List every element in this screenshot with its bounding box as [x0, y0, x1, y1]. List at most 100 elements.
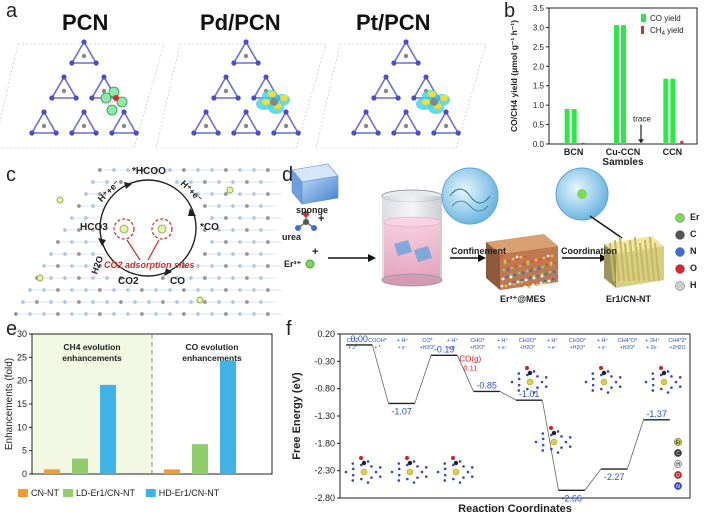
- lattice-1: [155, 39, 327, 149]
- y-axis-label: Enhancements (fold): [4, 358, 15, 450]
- er-site-1: [119, 224, 129, 234]
- label-confinement: Confinement: [451, 246, 506, 256]
- legend-f-label: N: [676, 484, 680, 490]
- legend-f-swatch: [674, 449, 682, 457]
- step-label-top: COOH*: [368, 338, 388, 344]
- bar-LD-Er1/CN-NT: [72, 458, 88, 474]
- step-label-sub: + e⁻: [448, 345, 458, 351]
- step-label-top: CH3O*: [569, 338, 587, 344]
- label-co-star: *CO: [200, 222, 219, 233]
- bar-LD-Er1/CN-NT: [192, 444, 208, 474]
- sites-pointer-1: [126, 239, 141, 261]
- category-label: CCN: [663, 147, 683, 157]
- ytick-label: 3.5: [533, 4, 545, 13]
- bar-co: [670, 78, 676, 144]
- urea-molecule: [295, 211, 317, 231]
- ytick-label: 0.0: [533, 140, 545, 149]
- ytick-label: 20: [17, 376, 27, 386]
- legend-d-swatch: [675, 281, 685, 291]
- bar-ch4: [680, 140, 684, 144]
- step-label-top: CH4*O*: [618, 338, 638, 344]
- beaker: [381, 189, 443, 287]
- step-label-sub: + 2*: [348, 345, 357, 351]
- panel-letter-a: a: [6, 0, 18, 22]
- step-label-top: + 2H⁺: [645, 337, 660, 344]
- label-er-ion: Er³⁺: [284, 259, 302, 269]
- legend-f-swatch: [674, 471, 682, 479]
- legend-e-swatch: [145, 489, 156, 497]
- lattice-2: [315, 39, 487, 149]
- x-axis-label: Samples: [602, 157, 644, 165]
- step-label-top: CH2O*: [519, 338, 537, 344]
- step-label-sub: + 2e⁻: [646, 345, 659, 351]
- group-title: enhancements: [62, 353, 122, 363]
- label-coordination: Coordination: [561, 246, 617, 256]
- co-gas-label: CO(g): [459, 354, 481, 363]
- step-label-top: CHO*: [470, 338, 485, 344]
- energy-value: -0.85: [476, 380, 497, 390]
- er-site-2: [157, 224, 167, 234]
- bar-co: [663, 78, 669, 144]
- co-gas-value: 0.11: [463, 363, 477, 372]
- cycle-arrow-3: [164, 268, 172, 276]
- step-label-top: + H⁺: [597, 337, 609, 344]
- mes-block: [486, 234, 558, 290]
- step-label-top: + H⁺: [547, 337, 559, 344]
- panel-letter-d: d: [282, 164, 294, 186]
- bar-CN-NT: [44, 469, 60, 474]
- ytick-label: -2.30: [314, 466, 335, 476]
- ytick-label: 0.20: [317, 329, 335, 339]
- ytick-label: -2.80: [314, 493, 335, 503]
- ytick-label: 15: [17, 399, 27, 409]
- ytick-label: -0.30: [314, 356, 335, 366]
- cycle-ring: [99, 179, 197, 277]
- x-axis-label: Reaction Coordinates: [458, 503, 572, 515]
- ytick-label: 10: [17, 422, 27, 432]
- step-label-sub: +H2O*: [420, 345, 435, 351]
- bar-HD-Er1/CN-NT: [100, 384, 116, 474]
- step-label-sub: +H2O*: [570, 345, 585, 351]
- cycle-arrow-2: [188, 208, 196, 216]
- ytick-label: 5: [22, 446, 27, 456]
- legend-label-co: CO yield: [650, 14, 681, 23]
- lattice-0: [0, 39, 165, 149]
- energy-value: 0.00: [350, 334, 368, 344]
- panel-d-scheme: [291, 163, 685, 291]
- label-co-bottom: CO: [170, 276, 185, 287]
- step-label-top: + H⁺: [447, 337, 459, 344]
- panel-a-lattices: [0, 39, 487, 149]
- label-sponge: sponge: [296, 205, 329, 215]
- ytick-label: 3.0: [533, 23, 545, 32]
- step-label-sub: +2H2O: [670, 345, 686, 351]
- adsorption-site-1: [113, 218, 135, 240]
- legend-d-label: H: [690, 280, 697, 290]
- energy-value: -2.66: [561, 493, 582, 503]
- er-atom: [196, 296, 204, 304]
- legend-d-label: Er: [690, 212, 700, 222]
- energy-value: -1.07: [391, 406, 412, 416]
- label-plus-1: +: [318, 213, 325, 225]
- group-title: enhancements: [182, 353, 242, 363]
- legend-e-label: CN-NT: [31, 488, 59, 498]
- panel-letter-b: b: [504, 0, 516, 22]
- step-label-sub: +H2O*: [470, 345, 485, 351]
- bar-ch4: [581, 142, 585, 144]
- energy-connector: [499, 391, 517, 401]
- sites-pointer-2: [147, 239, 160, 261]
- ytick-label: 2.0: [533, 62, 545, 71]
- panel-letter-e: e: [6, 318, 18, 340]
- ytick-label: 0.5: [533, 121, 545, 130]
- legend-f-swatch: [674, 460, 682, 468]
- label-plus-2: +: [312, 246, 319, 258]
- legend-e-label: LD-Er1/CN-NT: [76, 488, 136, 498]
- ytick-label: 25: [17, 352, 27, 362]
- step-label-sub: + e⁻: [548, 345, 558, 351]
- step-label-sub: + e⁻: [598, 345, 608, 351]
- structure-snapshot: [534, 426, 572, 454]
- ytick-label: -1.80: [314, 438, 335, 448]
- legend-f-label: H: [676, 462, 680, 468]
- bar-CN-NT: [164, 469, 180, 474]
- legend-swatch-co: [641, 14, 646, 22]
- structure-snapshot: [644, 366, 682, 394]
- step-label-sub: +H2O*: [520, 345, 535, 351]
